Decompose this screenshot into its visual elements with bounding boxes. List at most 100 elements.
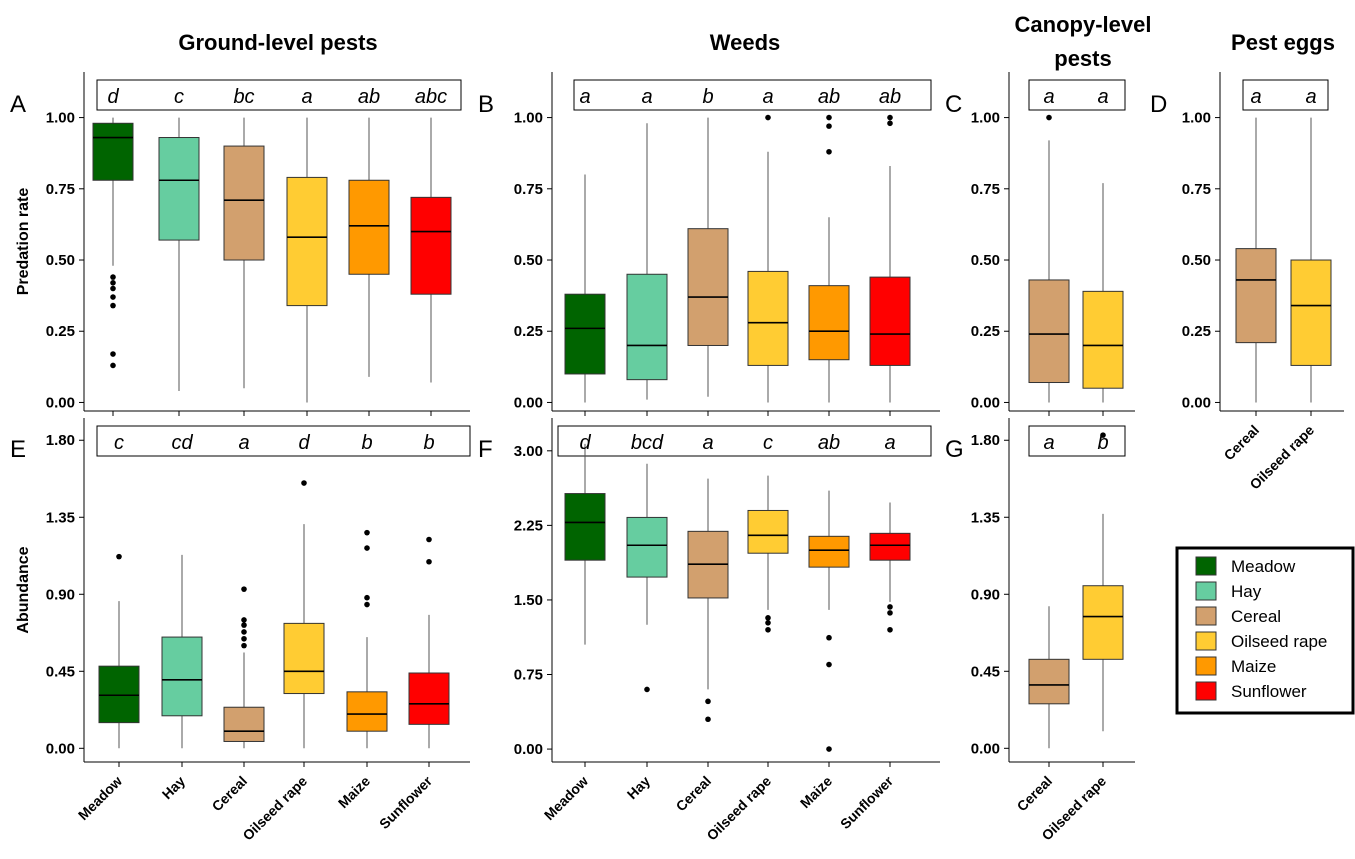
x-tick-label: Meadow <box>541 773 591 823</box>
y-tick-label: 0.75 <box>514 667 543 684</box>
legend-swatch <box>1195 556 1217 576</box>
box <box>92 122 134 181</box>
legend: Meadow Hay Cereal Oilseed rape Maize Sunflowe… <box>1175 546 1355 715</box>
legend-label: Cereal <box>1231 607 1281 626</box>
outlier-point <box>110 280 116 286</box>
box <box>223 706 265 742</box>
y-tick-label: 1.80 <box>46 432 75 449</box>
outlier-point <box>887 626 893 633</box>
sig-letter: ab <box>818 86 840 108</box>
sig-letter: a <box>1250 86 1261 108</box>
outlier-point <box>110 274 116 280</box>
y-tick-label: 0.50 <box>46 252 75 269</box>
y-tick-label: 1.35 <box>46 509 75 526</box>
box <box>158 137 200 241</box>
y-tick-label: 1.50 <box>514 592 543 609</box>
outlier-point <box>110 285 116 292</box>
x-tick-label: Cereal <box>673 773 715 815</box>
y-tick-label: 1.00 <box>1182 110 1211 127</box>
x-tick-label: Sunflower <box>837 772 897 832</box>
sig-letter: abc <box>415 86 447 108</box>
outlier-point <box>241 642 247 649</box>
outlier-point <box>301 480 307 486</box>
sig-letter: a <box>301 86 312 108</box>
sig-letter: bc <box>233 86 254 108</box>
box <box>1028 658 1070 705</box>
x-tick-label: Maize <box>797 773 835 811</box>
y-tick-label: 3.00 <box>514 443 543 460</box>
outlier-point <box>241 635 247 642</box>
y-tick-label: 0.75 <box>514 181 543 198</box>
sig-letter: b <box>361 432 372 454</box>
sig-letter: a <box>1097 86 1108 108</box>
y-tick-label: 0.45 <box>971 663 1000 680</box>
header-ground-level-pests: Ground-level pests <box>178 30 377 55</box>
box <box>283 622 325 695</box>
outlier-point <box>826 661 832 668</box>
x-tick-label: Hay <box>159 773 189 803</box>
y-tick-label: 0.90 <box>46 586 75 603</box>
sig-letter-frame-c <box>1028 79 1126 111</box>
sig-letter: d <box>107 86 119 108</box>
outlier-point <box>644 686 650 693</box>
sig-letter: a <box>762 86 773 108</box>
box <box>747 509 789 554</box>
outlier-point <box>241 622 247 628</box>
outlier-point <box>241 586 247 592</box>
x-tick-label: Meadow <box>75 773 125 823</box>
y-tick-label: 0.75 <box>1182 181 1211 198</box>
y-tick-label: 1.00 <box>514 110 543 127</box>
box <box>747 270 789 366</box>
x-tick-label: Oilseed rape <box>703 773 774 844</box>
sig-letter: a <box>1305 86 1316 108</box>
x-tick-label: Cereal <box>1014 773 1056 815</box>
sig-letter: c <box>174 86 184 108</box>
sig-letter: ab <box>879 86 901 108</box>
legend-label: Sunflower <box>1231 682 1307 701</box>
x-tick-label: Sunflower <box>376 772 436 832</box>
y-tick-label: 0.90 <box>971 586 1000 603</box>
legend-swatch <box>1195 606 1217 626</box>
box <box>1082 585 1124 660</box>
y-tick-label: 0.50 <box>971 252 1000 269</box>
outlier-point <box>887 120 893 127</box>
sig-letter-frame-f <box>557 425 932 457</box>
legend-label: Hay <box>1231 582 1262 601</box>
sig-letter-frame-b <box>573 79 932 111</box>
legend-label: Meadow <box>1231 557 1296 576</box>
box <box>869 532 911 561</box>
panel-label-b: B <box>478 91 494 118</box>
box <box>98 665 140 724</box>
box <box>808 535 850 568</box>
box <box>1235 248 1277 344</box>
legend-label: Maize <box>1231 657 1276 676</box>
legend-swatch <box>1195 631 1217 651</box>
outlier-point <box>241 629 247 635</box>
outlier-point <box>705 716 711 723</box>
sig-letter: bcd <box>631 432 664 454</box>
box <box>687 228 729 346</box>
y-tick-label: 1.35 <box>971 509 1000 526</box>
sig-letter: a <box>1043 86 1054 108</box>
sig-letter: a <box>702 432 713 454</box>
box <box>1290 259 1332 366</box>
box <box>1028 279 1070 384</box>
outlier-point <box>110 362 116 369</box>
panel-label-g: G <box>945 436 964 463</box>
sig-letter: a <box>641 86 652 108</box>
box <box>286 176 328 307</box>
y-tick-label: 0.25 <box>46 323 75 340</box>
box <box>348 179 390 275</box>
sig-letter: b <box>1097 432 1108 454</box>
outlier-point <box>826 634 832 641</box>
sig-letter: b <box>423 432 434 454</box>
outlier-point <box>887 114 893 121</box>
sig-letter: ab <box>818 432 840 454</box>
outlier-point <box>426 536 432 543</box>
legend-swatch <box>1195 656 1217 676</box>
y-tick-label: 0.25 <box>971 323 1000 340</box>
outlier-point <box>705 698 711 705</box>
outlier-point <box>887 610 893 616</box>
sig-letter-frame-a <box>96 79 462 111</box>
